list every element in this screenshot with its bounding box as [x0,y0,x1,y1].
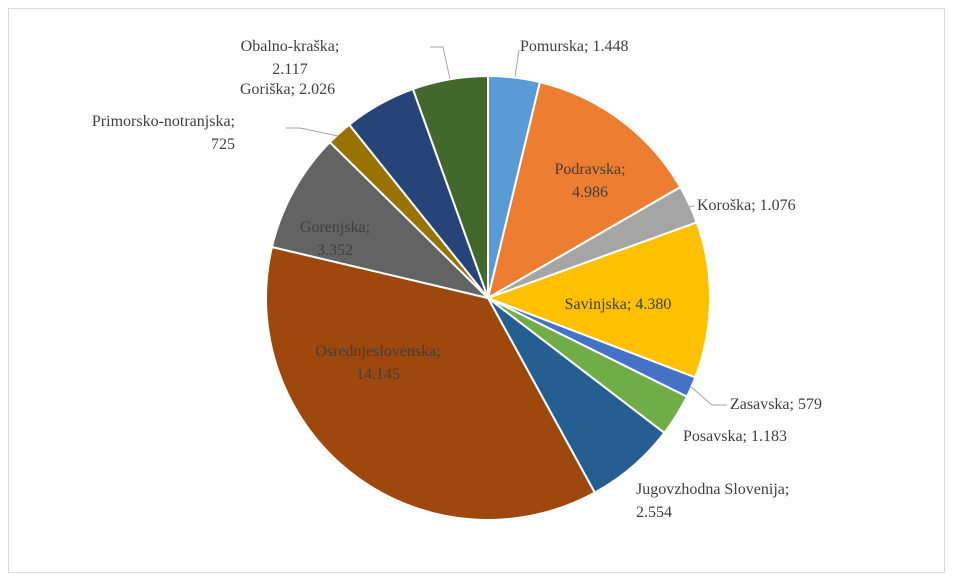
label-category: Primorsko-notranjska; [92,113,235,130]
label-value: 1.076 [760,197,796,214]
pie-slice [265,245,597,521]
label-value: 2.026 [299,81,335,98]
leader-line [687,205,696,208]
label-category: Posavska; [683,428,747,445]
data-label: Goriška; 2.026 [240,81,335,98]
leader-line [514,49,520,78]
label-value: 2.117 [272,61,307,78]
label-category: Zasavska; [730,396,794,413]
data-label: Osrednjeslovenska; 14.145 [315,343,440,383]
label-category: Podravska; [554,161,625,178]
data-label: Obalno-kraška; 2.117 [241,38,340,78]
pie-slice [486,80,682,301]
data-label: Koroška; 1.076 [697,197,796,214]
data-label: Zasavska; 579 [730,396,822,413]
label-value: 2.554 [636,504,672,521]
label-category: Savinjska; [565,296,632,313]
label-value: 725 [211,136,235,153]
leader-line [689,385,727,406]
label-value: 1.183 [751,428,787,445]
label-category: Koroška; [697,197,756,214]
leader-line [430,46,451,80]
pie-slice [411,74,489,299]
pie-slice [270,140,492,300]
label-value: 1.448 [592,38,628,55]
label-value: 14.145 [356,366,400,383]
label-category: Goriška; [240,81,295,98]
label-category: Jugovzhodna Slovenija; [636,481,789,498]
data-label: Posavska; 1.183 [683,428,787,445]
label-category: Obalno-kraška; [241,38,340,55]
label-value: 3.352 [317,242,353,259]
data-label: Podravska; 4.986 [554,161,625,201]
data-label: Primorsko-notranjska; 725 [92,113,235,153]
data-label: Jugovzhodna Slovenija; 2.554 [636,481,789,521]
data-label: Gorenjska; 3.352 [300,219,370,259]
label-category: Pomurska; [520,38,588,55]
data-label: Savinjska; 4.380 [565,296,672,313]
label-category: Gorenjska; [300,219,370,236]
leader-line [286,127,339,137]
pie-slice [485,221,711,379]
data-label: Pomurska; 1.448 [520,38,628,55]
label-category: Osrednjeslovenska; [315,343,440,360]
label-value: 579 [798,396,822,413]
label-value: 4.380 [635,296,671,313]
label-value: 4.986 [572,184,608,201]
